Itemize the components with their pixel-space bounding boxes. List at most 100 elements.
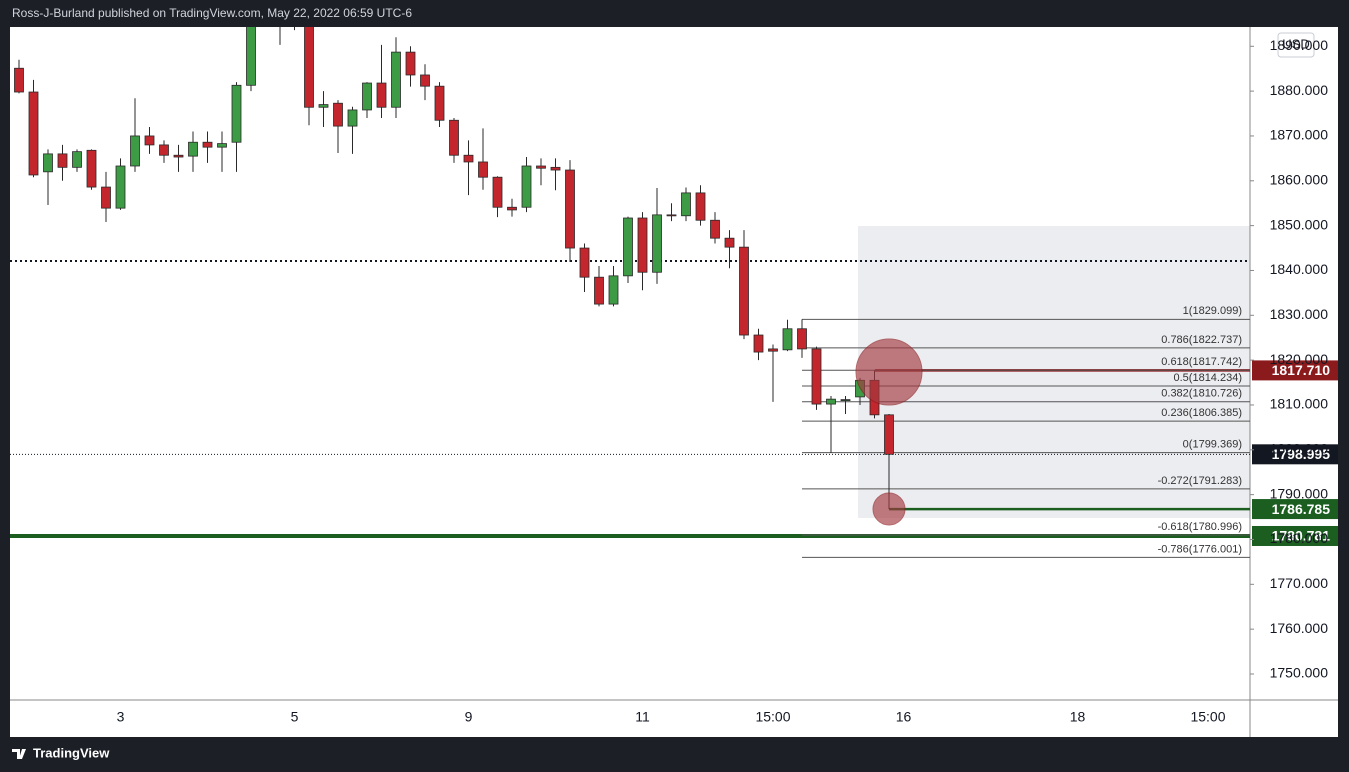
y-tick-label: 1850.000	[1270, 216, 1329, 232]
price-badge-label: 1817.710	[1272, 362, 1331, 378]
fib-label: 0.382(1810.726)	[1161, 388, 1242, 400]
candle-body	[579, 247, 590, 278]
x-tick-label: 11	[635, 709, 650, 725]
x-tick-label: 18	[1070, 709, 1086, 725]
candle-body	[86, 149, 97, 188]
candle-body	[565, 169, 575, 249]
fib-label: 0.618(1817.742)	[1161, 356, 1242, 368]
price-badge-label: 1780.781	[1272, 528, 1331, 544]
price-badge	[1252, 499, 1338, 520]
currency-badge	[1277, 32, 1315, 58]
candle-body	[231, 84, 242, 143]
candle-body	[507, 206, 517, 211]
y-tick-label: 1760.000	[1270, 620, 1329, 636]
candle-body	[811, 348, 822, 405]
candle-body	[28, 91, 39, 176]
price-badge	[1252, 360, 1338, 381]
candle-body	[115, 165, 126, 209]
candle-body	[652, 214, 662, 273]
candle-body	[57, 153, 68, 168]
overlay: 1817.710 1798.995 1786.785 1780.781 USD	[855, 32, 1338, 546]
highlight-circle	[855, 338, 923, 406]
fib-label: 0.786(1822.737)	[1161, 334, 1242, 346]
x-tick-label: 3	[117, 709, 125, 725]
candle-body	[246, 27, 256, 86]
candle-body	[478, 161, 488, 178]
x-tick-label: 15:00	[755, 709, 790, 725]
candle-body	[753, 334, 764, 353]
x-tick-label: 9	[465, 709, 473, 725]
candle-body	[347, 109, 358, 127]
y-tick-label: 1830.000	[1270, 306, 1329, 322]
header: Ross-J-Burland published on TradingView.…	[12, 6, 412, 20]
candle-body	[14, 67, 24, 93]
candle-body	[826, 398, 836, 405]
candle-body	[420, 74, 430, 87]
candle-body	[666, 214, 677, 217]
price-badge-label: 1786.785	[1272, 501, 1331, 517]
candle-body	[333, 102, 343, 127]
candle-body	[492, 176, 503, 208]
x-tick-label: 16	[896, 709, 912, 725]
x-tick-label: 5	[291, 709, 299, 725]
y-tick-label: 1880.000	[1270, 82, 1329, 98]
candle-body	[202, 141, 213, 148]
y-tick-label: 1750.000	[1270, 665, 1329, 681]
candle-body	[884, 414, 894, 455]
candle-body	[550, 166, 561, 171]
candle-body	[594, 276, 604, 305]
candle-body	[391, 51, 401, 108]
candle-body	[101, 186, 111, 209]
y-tick-label: 1770.000	[1270, 575, 1329, 591]
y-tick-label: 1840.000	[1270, 261, 1329, 277]
fib-label: 1(1829.099)	[1183, 305, 1242, 317]
candle-body	[840, 399, 851, 401]
candle-body	[797, 328, 807, 350]
candle-body	[710, 219, 720, 239]
candle-body	[623, 217, 633, 277]
y-tick-label: 1790.000	[1270, 485, 1329, 501]
y-tick-label: 1860.000	[1270, 171, 1329, 187]
candle-body	[739, 246, 749, 336]
candle-body	[449, 119, 459, 156]
fib-label: -0.272(1791.283)	[1158, 475, 1242, 487]
logo	[12, 749, 26, 759]
candle-body	[318, 104, 329, 108]
fib-label: -0.618(1780.996)	[1158, 521, 1242, 533]
candle-body	[188, 141, 198, 157]
candle-body	[217, 143, 227, 148]
candle-body	[681, 192, 691, 217]
y-tick-label: 1800.000	[1270, 441, 1329, 457]
currency-label: USD	[1282, 36, 1309, 51]
fib-label: 0.236(1806.385)	[1161, 407, 1242, 419]
candle-body	[376, 82, 387, 108]
highlight-circle	[872, 492, 906, 526]
fib-label: 0(1799.369)	[1183, 439, 1242, 451]
candle-body	[608, 275, 619, 305]
candle-body	[72, 151, 82, 168]
candle-body	[173, 154, 184, 158]
candle-body	[405, 51, 416, 76]
candle-body	[159, 144, 169, 156]
candle-body	[521, 165, 532, 208]
candle-body	[434, 85, 445, 121]
candle-body	[362, 82, 372, 111]
y-tick-label: 1810.000	[1270, 396, 1329, 412]
price-badge	[1252, 444, 1338, 465]
fib-label: -0.786(1776.001)	[1158, 543, 1242, 555]
candle-body	[463, 154, 474, 163]
candle-body	[130, 135, 140, 167]
candle-body	[782, 328, 793, 351]
x-tick-label: 15:00	[1190, 709, 1225, 725]
candle-body	[724, 237, 735, 248]
candle-body	[43, 153, 53, 173]
candle-body	[768, 348, 778, 352]
price-badge	[1252, 525, 1338, 546]
fib-label: 0.5(1814.234)	[1174, 372, 1243, 384]
range-box	[858, 226, 1250, 518]
price-badge-label: 1798.995	[1272, 446, 1331, 462]
candle-body	[304, 27, 314, 108]
candle-body	[637, 217, 648, 273]
candle-body	[144, 135, 155, 146]
